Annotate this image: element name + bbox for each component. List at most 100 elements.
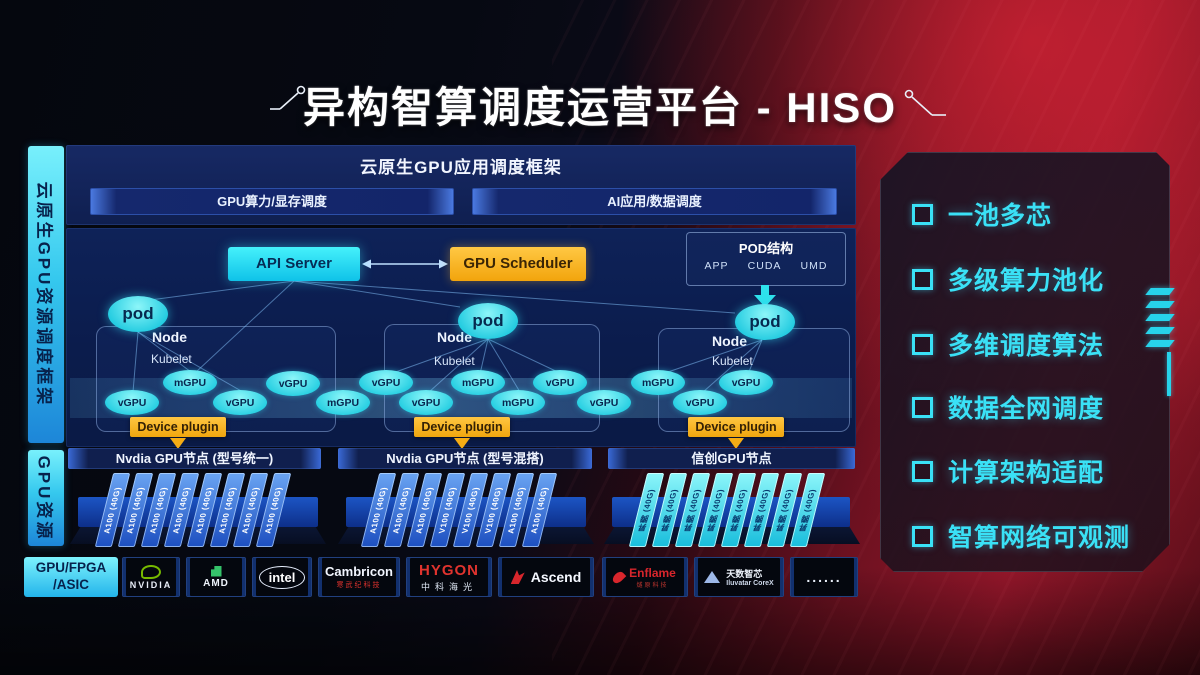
vendor-amd: AMD [186, 557, 246, 597]
vgpu-ellipse: vGPU [673, 390, 727, 415]
hazard-stripe-icon [1145, 327, 1175, 334]
api-server-box: API Server [228, 247, 360, 281]
rail-gpu-label: GPU资源 [34, 455, 54, 541]
hw-line2: /ASIC [52, 577, 89, 592]
rail-scheduling-framework: 云原生GPU资源调度框架 [28, 146, 64, 443]
vendor-intel: intel [252, 557, 312, 597]
device-plugin-3: Device plugin [688, 417, 784, 437]
app-framework-panel: 云原生GPU应用调度框架 GPU算力/显存调度 AI应用/数据调度 [66, 145, 856, 225]
feature-item: 一池多芯 [912, 196, 1052, 232]
feature-item: 计算架构适配 [912, 453, 1104, 489]
vendor-name: HYGON [418, 561, 479, 579]
device-plugin-2: Device plugin [414, 417, 510, 437]
hardware-types-label: GPU/FPGA /ASIC [24, 557, 118, 597]
hazard-stripe-icon [1145, 301, 1175, 308]
node3-kubelet: Kubelet [712, 354, 753, 368]
vendor-nvidia: NVIDIA [122, 557, 180, 597]
vendor-more: ...... [790, 557, 858, 597]
vgpu-ellipse: vGPU [719, 370, 773, 395]
vgpu-ellipse: vGPU [213, 390, 267, 415]
node-type-bar-2: Nvdia GPU节点 (型号混搭) [338, 448, 592, 469]
feature-item: 多级算力池化 [912, 261, 1104, 297]
feature-item: 智算网络可观测 [912, 518, 1130, 554]
mgpu-ellipse: mGPU [491, 390, 545, 415]
vendor-name: Ascend [530, 569, 582, 585]
title-ornament-right [904, 89, 946, 116]
pod-ellipse: pod [735, 304, 795, 340]
vendor-subtitle: 寒武纪科技 [336, 582, 382, 589]
vgpu-ellipse: vGPU [533, 370, 587, 395]
vendor-iluvatar: 天数智芯 Iluvatar CoreX [694, 557, 784, 597]
square-bullet-icon [912, 268, 933, 290]
hazard-stripe-icon [1145, 288, 1175, 295]
node3-label: Node [712, 333, 747, 349]
square-bullet-icon [912, 525, 933, 547]
square-bullet-icon [912, 460, 933, 482]
rail-scheduling-label: 云原生GPU资源调度框架 [34, 181, 54, 408]
page-title: 异构智算调度运营平台 - HISO [302, 84, 897, 131]
vgpu-ellipse: vGPU [359, 370, 413, 395]
rail-gpu-resources: GPU资源 [28, 450, 64, 546]
pod-structure-title: POD结构 [738, 241, 794, 256]
vendor-ascend: Ascend [498, 557, 594, 597]
pod-ellipse: pod [108, 296, 168, 332]
hazard-stripe-icon [1145, 340, 1175, 347]
vendor-subtitle: Iluvatar CoreX [726, 580, 774, 587]
module-gpu-compute: GPU算力/显存调度 [90, 188, 454, 215]
pod-layer-cuda: CUDA [747, 260, 782, 272]
mgpu-ellipse: mGPU [451, 370, 505, 395]
square-bullet-icon [912, 396, 933, 418]
hazard-bar-icon [1167, 352, 1171, 396]
square-bullet-icon [912, 203, 933, 225]
square-bullet-icon [912, 333, 933, 355]
vgpu-ellipse: vGPU [266, 371, 320, 396]
node2-kubelet: Kubelet [434, 354, 475, 368]
iluvatar-logo-icon [704, 571, 721, 583]
vgpu-ellipse: vGPU [105, 390, 159, 415]
vgpu-ellipse: vGPU [399, 390, 453, 415]
vendor-name: AMD [203, 577, 229, 589]
device-plugin-arrow-icon [728, 438, 744, 449]
ascend-logo-icon [510, 570, 525, 584]
title-ornament-left [270, 85, 306, 110]
app-framework-title: 云原生GPU应用调度框架 [360, 158, 562, 177]
pod-layer-app: APP [704, 260, 729, 272]
vendor-name: Cambricon [325, 564, 393, 579]
enflame-logo-icon [610, 569, 627, 585]
hazard-stripe-icon [1145, 314, 1175, 321]
vgpu-ellipse: vGPU [577, 390, 631, 415]
vendor-subtitle: 中科海光 [420, 581, 477, 592]
vendor-cambricon: Cambricon 寒武纪科技 [318, 557, 400, 597]
node1-kubelet: Kubelet [151, 352, 192, 366]
node2-label: Node [437, 329, 472, 345]
mgpu-ellipse: mGPU [631, 370, 685, 395]
feature-item: 多维调度算法 [912, 326, 1104, 362]
mgpu-ellipse: mGPU [163, 370, 217, 395]
vendor-name: Enflame [629, 565, 676, 580]
node-type-bar-3: 信创GPU节点 [608, 448, 855, 469]
amd-logo-icon [210, 565, 222, 577]
device-plugin-1: Device plugin [130, 417, 226, 437]
vendor-name: NVIDIA [129, 579, 173, 590]
pod-structure-box: POD结构 APP CUDA UMD [686, 232, 846, 286]
feature-item: 数据全网调度 [912, 389, 1104, 425]
pod-ellipse: pod [458, 303, 518, 339]
pod-structure-layers: APP CUDA UMD [687, 260, 845, 272]
node-type-bar-1: Nvdia GPU节点 (型号统一) [68, 448, 321, 469]
vendor-name: 天数智芯 [726, 569, 763, 579]
vendor-subtitle: 燧原科技 [636, 582, 669, 589]
vendor-hygon: HYGON 中科海光 [406, 557, 492, 597]
device-plugin-arrow-icon [170, 438, 186, 449]
device-plugin-arrow-icon [454, 438, 470, 449]
nvidia-logo-icon [141, 564, 161, 579]
node1-label: Node [152, 329, 187, 345]
pod-layer-umd: UMD [800, 260, 828, 272]
more-vendors-dots: ...... [806, 569, 842, 585]
intel-logo-icon: intel [258, 565, 306, 589]
mgpu-ellipse: mGPU [316, 390, 370, 415]
module-ai-data: AI应用/数据调度 [472, 188, 837, 215]
vendor-enflame: Enflame 燧原科技 [602, 557, 688, 597]
hw-line1: GPU/FPGA [35, 560, 107, 576]
pod-structure-arrow-stem [761, 285, 769, 296]
